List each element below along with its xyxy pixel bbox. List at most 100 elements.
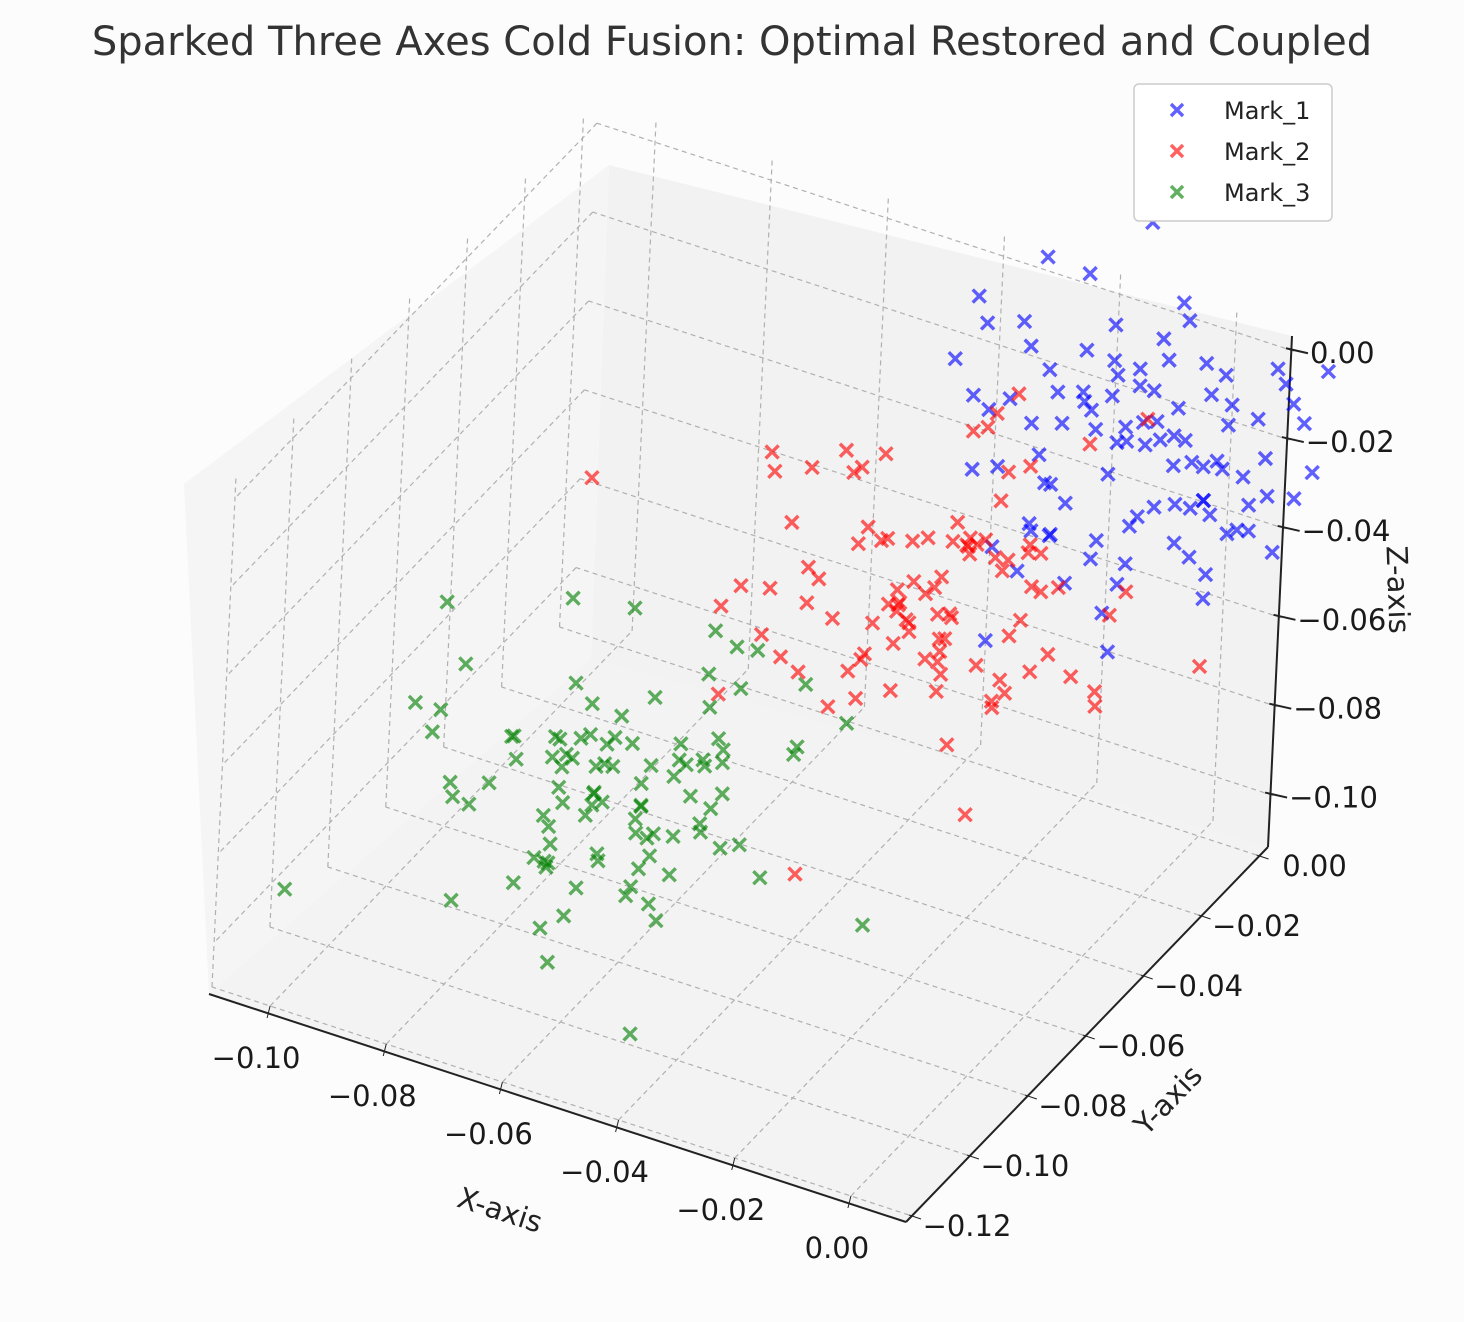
data-point-Mark_3 (643, 757, 659, 774)
data-point-Mark_1 (989, 458, 1006, 475)
data-point-Mark_2 (1000, 464, 1017, 480)
data-point-Mark_2 (767, 463, 783, 480)
data-point-Mark_2 (873, 532, 890, 549)
data-point-Mark_3 (577, 807, 594, 823)
data-point-Mark_2 (820, 699, 836, 715)
z-tick-mark (1277, 524, 1300, 532)
data-point-Mark_3 (733, 680, 749, 697)
data-point-Mark_1 (1132, 378, 1148, 394)
data-point-Mark_1 (1240, 523, 1257, 539)
data-point-Mark_2 (804, 459, 820, 476)
data-point-Mark_2 (977, 532, 994, 548)
data-point-Mark_1 (1166, 428, 1182, 444)
data-points (276, 214, 1337, 1042)
data-point-Mark_3 (617, 887, 634, 904)
data-point-Mark_1 (977, 632, 994, 649)
data-point-Mark_1 (1209, 453, 1225, 469)
data-point-Mark_3 (538, 859, 554, 875)
data-point-Mark_1 (1296, 415, 1313, 432)
data-point-Mark_2 (846, 464, 862, 481)
data-point-Mark_1 (1016, 313, 1033, 330)
data-point-Mark_2 (880, 596, 897, 612)
data-point-Mark_3 (588, 758, 604, 775)
data-point-Mark_3 (627, 825, 644, 841)
series-Mark_3 (276, 590, 871, 1042)
data-point-Mark_3 (731, 837, 748, 853)
x-tick-label: −0.04 (560, 1155, 649, 1189)
data-point-Mark_1 (981, 401, 997, 418)
data-point-Mark_3 (710, 730, 727, 747)
data-point-Mark_2 (939, 737, 955, 753)
data-point-Mark_2 (1040, 646, 1056, 663)
data-point-Mark_3 (785, 746, 802, 763)
data-point-Mark_2 (1001, 628, 1017, 644)
data-point-Mark_1 (979, 315, 996, 331)
data-point-Mark_3 (584, 695, 601, 712)
data-point-Mark_2 (1011, 386, 1027, 402)
data-point-Mark_2 (960, 538, 976, 555)
data-point-Mark_3 (838, 715, 855, 731)
data-point-Mark_2 (945, 533, 961, 550)
data-point-Mark_3 (661, 867, 677, 883)
data-point-Mark_1 (1195, 591, 1211, 607)
data-point-Mark_2 (799, 595, 815, 611)
y-tick-mark (1256, 854, 1269, 860)
data-point-Mark_1 (1218, 367, 1234, 384)
data-point-Mark_1 (1176, 295, 1193, 311)
legend-marker-Mark_3 (1169, 184, 1185, 200)
data-point-Mark_3 (665, 828, 681, 845)
z-tick-mark (1285, 347, 1309, 355)
data-point-Mark_3 (712, 840, 728, 856)
data-point-Mark_3 (547, 728, 564, 745)
data-point-Mark_2 (965, 423, 982, 439)
data-point-Mark_3 (443, 892, 459, 908)
x-gridline (850, 820, 1214, 1197)
data-point-Mark_3 (641, 848, 658, 864)
data-point-Mark_3 (573, 730, 589, 746)
x-gridline (385, 668, 749, 1045)
data-point-Mark_2 (1000, 552, 1016, 568)
data-point-Mark_2 (764, 444, 780, 460)
y-axis-line (905, 846, 1269, 1223)
data-point-Mark_1 (1270, 361, 1286, 377)
data-point-Mark_1 (1121, 518, 1138, 534)
data-point-Mark_1 (1042, 476, 1059, 493)
data-point-Mark_2 (932, 666, 949, 683)
data-point-Mark_2 (854, 459, 870, 475)
data-point-Mark_1 (1304, 464, 1320, 481)
data-point-Mark_1 (1166, 535, 1182, 551)
data-point-Mark_1 (1182, 313, 1198, 329)
data-point-Mark_1 (1083, 402, 1100, 418)
data-point-Mark_2 (1101, 607, 1118, 623)
data-point-Mark_3 (506, 728, 522, 744)
data-point-Mark_1 (1235, 469, 1251, 485)
data-point-Mark_3 (565, 590, 581, 606)
z-tick-mark (1281, 436, 1305, 444)
data-point-Mark_2 (957, 806, 973, 823)
data-point-Mark_2 (1062, 668, 1079, 685)
data-point-Mark_2 (983, 693, 1000, 709)
data-point-Mark_3 (702, 800, 719, 817)
data-point-Mark_1 (965, 387, 982, 403)
data-point-Mark_2 (989, 405, 1005, 422)
x-tick-label: 0.00 (805, 1231, 870, 1265)
x-gridline (863, 195, 890, 708)
data-point-Mark_1 (1257, 450, 1274, 467)
data-point-Mark_2 (1022, 537, 1038, 553)
legend: Mark_1 Mark_2 Mark_3 (1133, 83, 1333, 222)
data-point-Mark_3 (444, 789, 461, 805)
data-point-Mark_1 (1054, 415, 1070, 432)
data-point-Mark_3 (568, 675, 584, 691)
data-point-Mark_3 (607, 729, 623, 746)
data-point-Mark_2 (885, 635, 901, 652)
data-point-Mark_3 (715, 742, 731, 758)
data-point-Mark_2 (917, 651, 933, 667)
data-point-Mark_1 (1250, 411, 1266, 427)
data-point-Mark_2 (968, 657, 984, 674)
z-tick-label: −0.02 (1306, 425, 1395, 459)
data-point-Mark_1 (1079, 342, 1095, 358)
data-point-Mark_1 (947, 350, 963, 367)
data-point-Mark_1 (1117, 419, 1134, 435)
data-point-Mark_3 (678, 756, 694, 773)
